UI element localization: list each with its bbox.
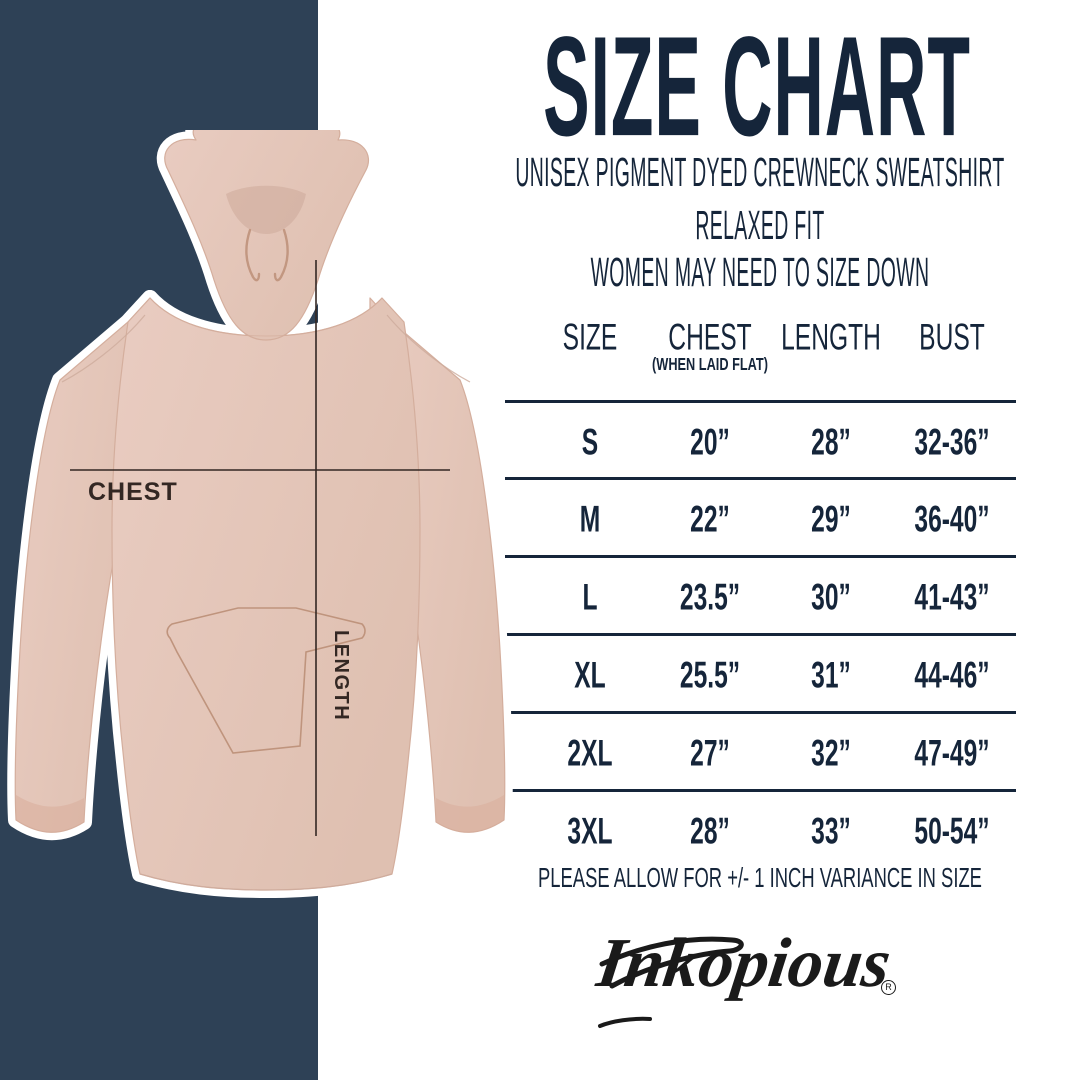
svg-text:LENGTH: LENGTH [330, 630, 352, 721]
svg-text:CHEST: CHEST [88, 478, 178, 506]
